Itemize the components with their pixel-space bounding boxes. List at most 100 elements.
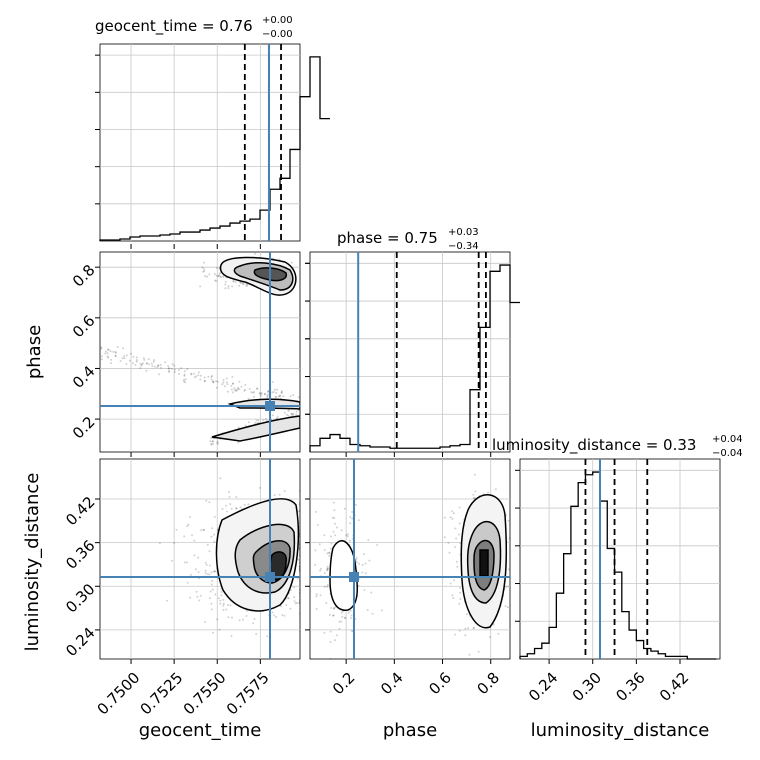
sample-point bbox=[454, 546, 456, 548]
sample-point bbox=[271, 414, 274, 417]
sample-point bbox=[255, 632, 258, 635]
sample-point bbox=[105, 350, 107, 353]
sample-point bbox=[222, 598, 225, 601]
sample-point bbox=[116, 346, 119, 348]
sample-point bbox=[199, 378, 202, 381]
sample-point bbox=[350, 629, 353, 632]
xtick-label: 0.8 bbox=[473, 669, 503, 699]
sample-point bbox=[333, 607, 336, 610]
sample-point bbox=[235, 389, 238, 392]
sample-point bbox=[350, 614, 353, 617]
sample-point bbox=[285, 413, 288, 416]
title-luminosity-distance-sup: +0.04 bbox=[712, 434, 743, 445]
sample-point bbox=[504, 605, 507, 608]
sample-point bbox=[333, 522, 336, 525]
sample-point bbox=[180, 367, 183, 370]
sample-point bbox=[238, 284, 241, 287]
sample-point bbox=[231, 391, 234, 394]
sample-point bbox=[283, 411, 286, 414]
sample-point bbox=[299, 548, 300, 551]
panel-hist-luminosity-distance bbox=[515, 458, 721, 660]
sample-point bbox=[515, 562, 517, 564]
sample-point bbox=[219, 599, 222, 602]
sample-point bbox=[122, 347, 125, 350]
sample-point bbox=[349, 617, 352, 620]
sample-point bbox=[267, 393, 270, 396]
sample-point bbox=[315, 593, 318, 596]
sample-point bbox=[216, 618, 219, 621]
sample-point bbox=[458, 602, 461, 605]
sample-point bbox=[380, 609, 383, 612]
sample-point bbox=[183, 535, 186, 538]
sample-point bbox=[333, 509, 336, 512]
panel-hist-geocent-time bbox=[95, 43, 330, 242]
sample-point bbox=[203, 267, 206, 270]
sample-point bbox=[210, 602, 213, 605]
sample-point bbox=[459, 587, 461, 589]
sample-point bbox=[347, 611, 350, 614]
title-geocent-time-sup: +0.00 bbox=[262, 15, 293, 26]
sample-point bbox=[276, 388, 279, 391]
sample-point bbox=[222, 381, 225, 384]
sample-point bbox=[215, 386, 218, 389]
sample-point bbox=[453, 633, 456, 636]
sample-point bbox=[210, 608, 213, 611]
sample-point bbox=[210, 571, 213, 574]
sample-point bbox=[299, 543, 300, 546]
sample-point bbox=[210, 443, 213, 446]
sample-point bbox=[346, 535, 349, 538]
sample-point bbox=[156, 366, 159, 369]
sample-point bbox=[222, 275, 225, 278]
sample-point bbox=[299, 630, 300, 633]
sample-point bbox=[272, 391, 275, 393]
sample-point bbox=[473, 497, 476, 500]
sample-point bbox=[252, 622, 255, 625]
ytick-label: 0.2 bbox=[69, 413, 99, 443]
sample-point bbox=[189, 573, 192, 576]
sample-point bbox=[153, 359, 156, 362]
sample-point bbox=[297, 558, 300, 561]
sample-point bbox=[346, 533, 349, 536]
sample-point bbox=[283, 614, 286, 617]
sample-point bbox=[211, 588, 214, 591]
sample-point bbox=[245, 615, 248, 617]
sample-point bbox=[224, 283, 227, 286]
sample-point bbox=[330, 542, 333, 545]
sample-point bbox=[454, 527, 457, 530]
sample-point bbox=[168, 370, 170, 373]
sample-point bbox=[167, 367, 170, 370]
sample-point bbox=[199, 594, 202, 597]
sample-point bbox=[208, 573, 211, 576]
sample-point bbox=[290, 413, 293, 416]
sample-point bbox=[323, 548, 326, 551]
sample-point bbox=[139, 362, 142, 365]
sample-point bbox=[326, 552, 329, 555]
sample-point bbox=[211, 440, 214, 443]
sample-point bbox=[146, 362, 148, 364]
sample-point bbox=[217, 275, 220, 278]
histogram-luminosity-distance bbox=[519, 459, 717, 660]
sample-point bbox=[202, 528, 205, 531]
ytick-label: 0.4 bbox=[69, 362, 99, 392]
sample-point bbox=[193, 372, 196, 375]
sample-point bbox=[315, 510, 318, 513]
sample-point bbox=[121, 357, 124, 360]
sample-point bbox=[318, 543, 321, 546]
sample-point bbox=[290, 261, 293, 264]
sample-point bbox=[211, 579, 214, 582]
sample-point bbox=[193, 376, 196, 379]
sample-point bbox=[507, 519, 510, 522]
sample-point bbox=[110, 362, 112, 365]
sample-point bbox=[287, 597, 290, 600]
sample-point bbox=[376, 544, 379, 546]
sample-point bbox=[477, 650, 480, 653]
sample-point bbox=[196, 595, 199, 598]
sample-point bbox=[193, 539, 196, 542]
sample-point bbox=[464, 627, 467, 630]
sample-point bbox=[184, 381, 187, 384]
sample-point bbox=[191, 534, 193, 537]
sample-point bbox=[506, 606, 509, 609]
sample-point bbox=[299, 547, 300, 550]
sample-point bbox=[299, 533, 300, 536]
sample-point bbox=[244, 383, 247, 386]
